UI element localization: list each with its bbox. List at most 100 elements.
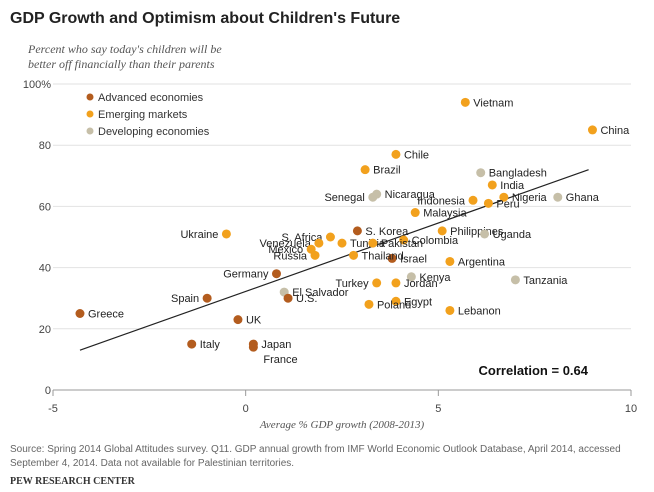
- data-point: [325, 232, 335, 242]
- data-label: Nicaragua: [385, 189, 436, 201]
- y-tick-label: 80: [39, 140, 51, 152]
- data-point: [391, 296, 401, 306]
- data-point: [399, 235, 409, 245]
- data-point: [372, 278, 382, 288]
- data-point: [391, 278, 401, 288]
- data-label: Bangladesh: [489, 168, 547, 180]
- data-point: [476, 168, 486, 178]
- data-label: Vietnam: [473, 97, 513, 109]
- data-point: [437, 226, 447, 236]
- data-label: El Salvador: [292, 287, 349, 299]
- x-axis-label: Average % GDP growth (2008-2013): [259, 419, 425, 431]
- legend-label: Emerging markets: [98, 109, 188, 121]
- data-point: [221, 229, 231, 239]
- data-label: Chile: [404, 149, 429, 161]
- data-point: [391, 149, 401, 159]
- x-tick-label: 10: [625, 403, 637, 415]
- correlation-annotation: Correlation = 0.64: [479, 363, 589, 378]
- legend-marker: [86, 127, 94, 135]
- data-point: [487, 180, 497, 190]
- data-point: [445, 305, 455, 315]
- data-label: China: [600, 125, 630, 137]
- data-label: Brazil: [373, 165, 401, 177]
- data-label: S. Africa: [281, 232, 323, 244]
- data-label: S. Korea: [365, 226, 409, 238]
- data-label: Nigeria: [512, 192, 548, 204]
- data-point: [360, 165, 370, 175]
- legend-label: Developing economies: [98, 126, 210, 138]
- data-label: Tunisia: [350, 238, 386, 250]
- data-label: Lebanon: [458, 305, 501, 317]
- legend-marker: [86, 93, 94, 101]
- y-tick-label: 60: [39, 201, 51, 213]
- chart-subtitle-line-2: better off financially than their parent…: [28, 57, 215, 71]
- x-tick-label: 0: [243, 403, 249, 415]
- data-point: [406, 272, 416, 282]
- data-label: Argentina: [458, 256, 506, 268]
- data-label: Philippines: [450, 226, 504, 238]
- data-label: Poland: [377, 299, 411, 311]
- data-point: [364, 299, 374, 309]
- data-point: [387, 253, 397, 263]
- data-point: [202, 293, 212, 303]
- data-label: Peru: [496, 198, 519, 210]
- data-label: France: [263, 354, 297, 366]
- data-label: Mexico: [268, 244, 303, 256]
- data-label: Ghana: [566, 192, 600, 204]
- data-point: [314, 238, 324, 248]
- data-point: [310, 250, 320, 260]
- legend-marker: [86, 110, 94, 118]
- data-label: Spain: [171, 293, 199, 305]
- data-point: [499, 192, 509, 202]
- data-point: [483, 198, 493, 208]
- data-point: [445, 256, 455, 266]
- data-point: [553, 192, 563, 202]
- data-label: Japan: [261, 339, 291, 351]
- data-label: Colombia: [412, 235, 459, 247]
- chart-subtitle-line-1: Percent who say today's children will be: [28, 42, 222, 56]
- data-label: Germany: [223, 269, 269, 281]
- data-label: UK: [246, 315, 262, 327]
- data-label: Indonesia: [417, 195, 466, 207]
- legend-label: Advanced economies: [98, 92, 204, 104]
- y-tick-label: 40: [39, 263, 51, 275]
- data-label: Kenya: [419, 272, 451, 284]
- data-label: Israel: [400, 253, 427, 265]
- y-tick-label: 0: [45, 385, 51, 397]
- data-label: Egypt: [404, 296, 432, 308]
- data-label: Ukraine: [180, 229, 218, 241]
- data-label: Italy: [200, 339, 221, 351]
- data-point: [337, 238, 347, 248]
- x-tick-label: 5: [435, 403, 441, 415]
- data-point: [271, 269, 281, 279]
- data-point: [248, 342, 258, 352]
- data-point: [75, 309, 85, 318]
- data-point: [410, 208, 420, 218]
- data-label: U.S.: [296, 293, 317, 305]
- data-label: Russia: [273, 250, 308, 262]
- data-label: Venezuela: [259, 238, 311, 250]
- source-note-line-1: Source: Spring 2014 Global Attitudes sur…: [10, 444, 621, 455]
- scatter-chart: 0 20 40 60 80 100% -5 0 5 10 Average % GDP growth …: [23, 79, 637, 431]
- data-point: [283, 293, 293, 303]
- data-label: Pakistan: [381, 238, 423, 250]
- x-tick-label: -5: [48, 403, 58, 415]
- data-point: [480, 229, 490, 239]
- data-label: Greece: [88, 309, 124, 321]
- data-point: [187, 339, 197, 349]
- data-point: [460, 97, 470, 107]
- data-point: [372, 189, 382, 199]
- source-note-line-2: September 4, 2014. Data not available fo…: [10, 458, 295, 469]
- brand-name: PEW RESEARCH CENTER: [10, 476, 135, 487]
- data-label: Senegal: [324, 192, 364, 204]
- data-point: [352, 226, 362, 236]
- data-label: Malaysia: [423, 208, 467, 220]
- data-point: [468, 195, 478, 205]
- y-tick-label: 20: [39, 324, 51, 336]
- data-label: Tanzania: [523, 275, 568, 287]
- data-point: [349, 250, 359, 260]
- data-label: India: [500, 180, 525, 192]
- chart-title: GDP Growth and Optimism about Children's…: [10, 10, 401, 27]
- data-label: Jordan: [404, 278, 438, 290]
- data-label: Turkey: [335, 278, 369, 290]
